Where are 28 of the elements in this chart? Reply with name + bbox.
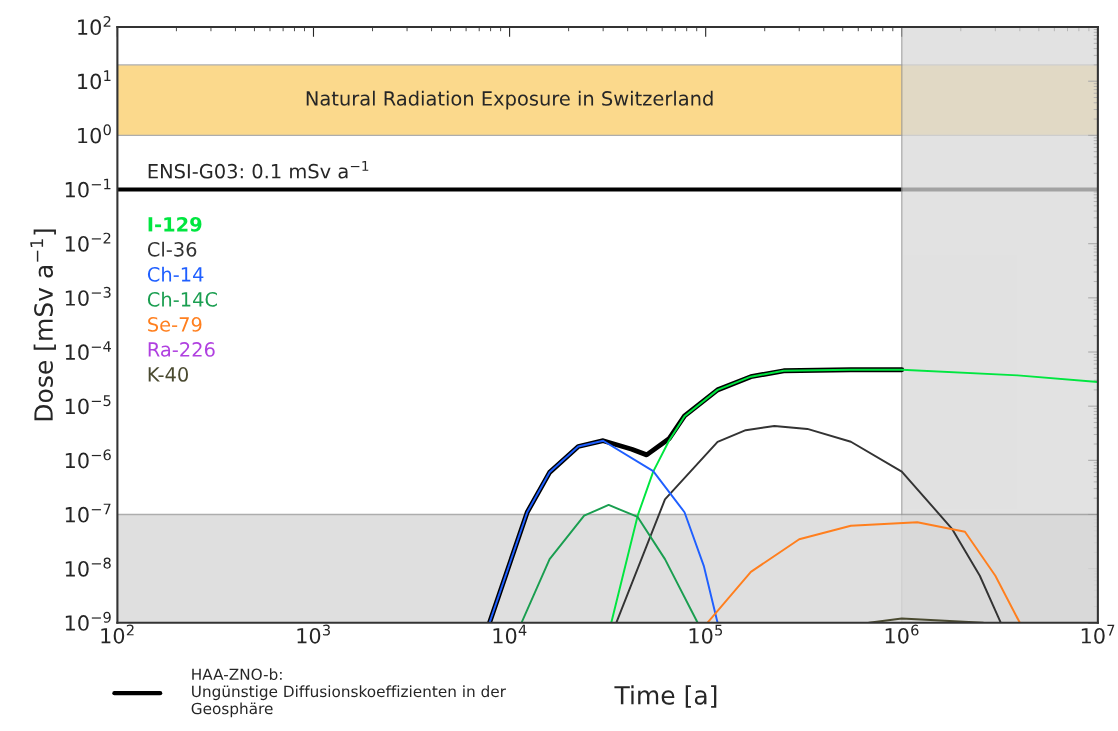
ref-line-label: ENSI-G03: 0.1 mSv a$^{−1}$	[148, 160, 369, 179]
y-axis-title: Dose [mSv a$^{−1}$]	[30, 229, 56, 421]
y-tick-label: 10$^{−7}$	[65, 503, 111, 523]
legend-label: HAA-ZNO-b: Ungünstige Diffusionskoeffizienten in der Geosphäre	[191, 668, 506, 718]
y-tick-label: 10$^{1}$	[78, 70, 111, 90]
band-label: Natural Radiation Exposure in Switzerland	[306, 90, 713, 110]
text: K-40	[148, 367, 188, 382]
y-tick-label: 10$^{2}$	[78, 16, 111, 36]
text: Cl-36	[147, 241, 197, 257]
y-tick-label: 10$^{−1}$	[65, 178, 111, 198]
x-axis-title: Time [a]	[614, 685, 717, 708]
x-tick-label: 10$^{4}$	[493, 624, 527, 644]
y-tick-label: 10$^{0}$	[78, 124, 111, 144]
text: I-129	[148, 216, 202, 232]
legend-label: Ra-226	[148, 342, 215, 357]
y-tick-label: 10$^{−6}$	[65, 449, 111, 469]
y-tick-label: 10$^{−3}$	[65, 286, 111, 306]
y-tick-label: 10$^{−8}$	[65, 557, 111, 577]
y-tick-label: 10$^{−5}$	[65, 395, 111, 415]
x-tick-label: 10$^{3}$	[297, 624, 330, 644]
y-tick-label: 10$^{−4}$	[65, 341, 111, 361]
x-tick-label: 10$^{6}$	[885, 624, 919, 644]
text: Ch-14	[147, 266, 204, 282]
y-tick-label: 10$^{−2}$	[65, 232, 111, 252]
text: Se-79	[148, 317, 202, 332]
text: Ch-14C	[147, 291, 217, 307]
x-tick-label: 10$^{7}$	[1081, 624, 1115, 644]
x-tick-label: 10$^{5}$	[689, 624, 723, 644]
